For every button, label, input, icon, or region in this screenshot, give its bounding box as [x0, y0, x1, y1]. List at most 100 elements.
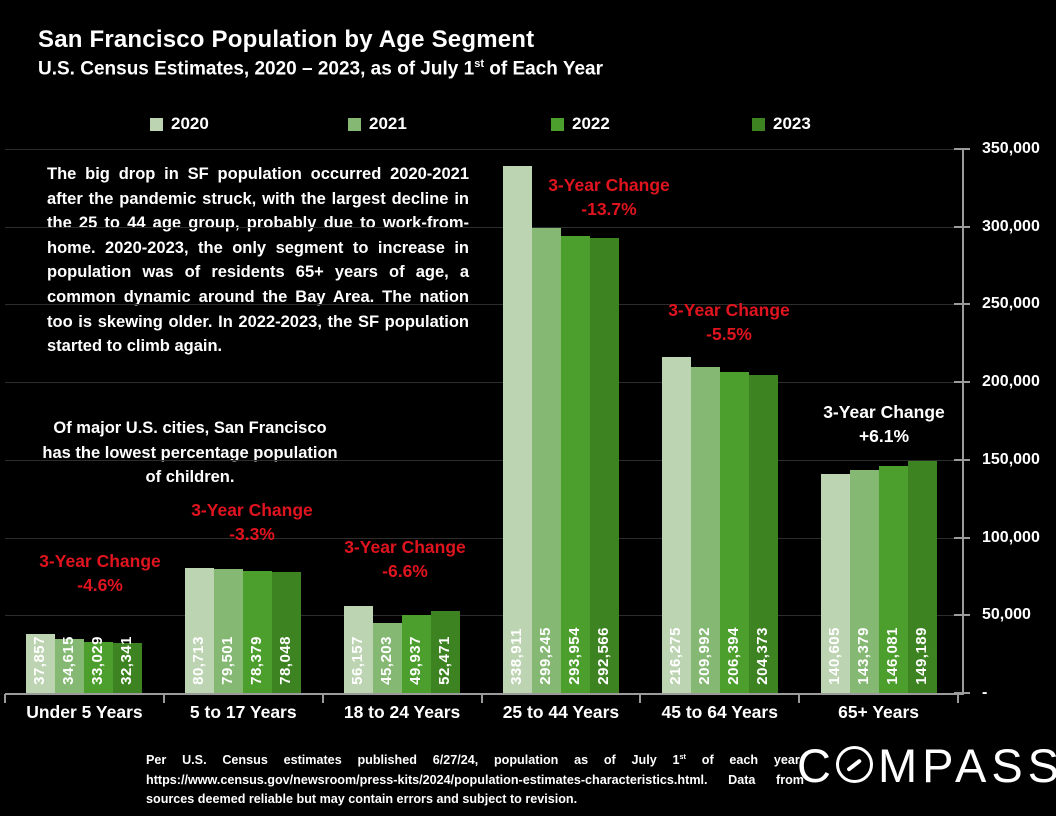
bar-value-label: 45,203: [378, 636, 396, 685]
legend-swatch-icon: [348, 117, 361, 131]
bar: [907, 461, 937, 693]
change-annotation: 3-Year Change -5.5%: [607, 298, 851, 346]
bar: [373, 622, 403, 693]
legend-swatch-icon: [150, 117, 163, 131]
bar-value-label: 140,605: [825, 627, 843, 685]
change-annotation: 3-Year Change -3.3%: [130, 498, 374, 546]
change-annotation-value: -13.7%: [581, 199, 637, 219]
y-axis-tick: [954, 458, 970, 461]
bar: [531, 227, 561, 693]
y-axis-tick: [954, 614, 970, 617]
change-annotation-title: 3-Year Change: [39, 551, 161, 571]
bar: [243, 571, 273, 693]
logo-letters-post: MPASS: [877, 739, 1056, 792]
bar: [214, 569, 244, 693]
change-annotation-value: +6.1%: [858, 426, 910, 446]
legend-item-2023: 2023: [752, 114, 811, 134]
y-axis: [962, 149, 964, 695]
compass-needle-icon: [846, 757, 863, 772]
change-annotation: 3-Year Change -6.6%: [283, 535, 527, 583]
bar: [84, 641, 114, 693]
change-annotation-title: 3-Year Change: [191, 500, 313, 520]
bar: [502, 166, 532, 693]
gridline: [5, 226, 961, 228]
x-axis-tick: [321, 694, 324, 703]
bar: [26, 634, 56, 693]
x-axis-tick: [798, 694, 801, 703]
bar: [185, 567, 215, 693]
bar: [560, 236, 590, 693]
x-axis-tick: [639, 694, 642, 703]
bar: [272, 571, 302, 693]
y-axis-label: 250,000: [982, 295, 1040, 313]
bar: [661, 356, 691, 693]
category-label: Under 5 Years: [26, 702, 143, 722]
y-axis-label: 150,000: [982, 450, 1040, 468]
category-label: 65+ Years: [838, 702, 920, 722]
bar-value-label: 78,048: [277, 636, 295, 685]
bar: [748, 375, 778, 693]
y-axis-label: 100,000: [982, 528, 1040, 546]
bar-value-label: 338,911: [507, 628, 525, 685]
change-annotation-value: -5.5%: [706, 324, 752, 344]
x-axis-tick: [4, 694, 6, 703]
bar: [55, 639, 85, 693]
bar: [820, 474, 850, 693]
legend-item-2022: 2022: [551, 114, 610, 134]
bar-value-label: 293,954: [565, 627, 583, 685]
y-axis-tick: [954, 536, 970, 539]
footer-part1: Per U.S. Census estimates published 6/27…: [146, 753, 680, 768]
bar-value-label: 80,713: [190, 636, 208, 685]
bar-value-label: 146,081: [883, 627, 901, 685]
bar-value-label: 143,379: [854, 627, 872, 685]
logo-letters-pre: C: [797, 739, 836, 792]
bar: [690, 366, 720, 693]
legend-item-2021: 2021: [348, 114, 407, 134]
bar-value-label: 32,341: [118, 636, 136, 685]
bar-value-label: 79,501: [219, 636, 237, 685]
change-annotation-value: -3.3%: [229, 524, 275, 544]
gridline: [5, 615, 961, 617]
category-label: 5 to 17 Years: [189, 702, 297, 722]
page-title: San Francisco Population by Age Segment: [38, 26, 535, 53]
change-annotation-value: -6.6%: [382, 561, 428, 581]
bar-value-label: 78,379: [248, 636, 266, 685]
category-label: 25 to 44 Years: [502, 702, 620, 722]
change-annotation: 3-Year Change -13.7%: [487, 173, 731, 221]
footer-part2: of each year: https://www.census.gov/new…: [146, 753, 804, 807]
category-label: 18 to 24 Years: [343, 702, 461, 722]
legend-swatch-icon: [551, 117, 564, 131]
compass-logo: C MPASS: [797, 738, 1056, 793]
gridline: [5, 459, 961, 461]
change-annotation: 3-Year Change +6.1%: [762, 400, 1006, 448]
change-annotation-title: 3-Year Change: [668, 300, 790, 320]
x-axis: [5, 693, 964, 695]
bar: [402, 615, 432, 693]
bar-value-label: 209,992: [695, 627, 713, 685]
x-axis-tick: [480, 694, 483, 703]
footer-superscript: st: [679, 752, 687, 761]
gridline: [5, 149, 961, 150]
category-label: 45 to 64 Years: [661, 702, 778, 722]
y-axis-label: -: [982, 684, 988, 701]
bar-value-label: 206,394: [724, 627, 742, 685]
bar: [113, 642, 143, 693]
bar: [849, 470, 879, 693]
bar-value-label: 37,857: [31, 636, 49, 685]
change-annotation-title: 3-Year Change: [344, 537, 466, 557]
bar: [431, 611, 461, 693]
legend-label: 2022: [572, 114, 610, 133]
x-axis-tick: [162, 694, 165, 703]
change-annotation-value: -4.6%: [77, 575, 123, 595]
x-axis-tick: [957, 694, 959, 703]
legend-item-2020: 2020: [150, 114, 209, 134]
page-subtitle: U.S. Census Estimates, 2020 – 2023, as o…: [38, 58, 603, 80]
compass-o-icon: [835, 746, 873, 783]
change-annotation-title: 3-Year Change: [548, 175, 670, 195]
legend-label: 2020: [171, 114, 209, 133]
change-annotation-title: 3-Year Change: [823, 402, 945, 422]
bar-value-label: 56,157: [349, 636, 367, 685]
bar-value-label: 292,566: [594, 627, 612, 685]
